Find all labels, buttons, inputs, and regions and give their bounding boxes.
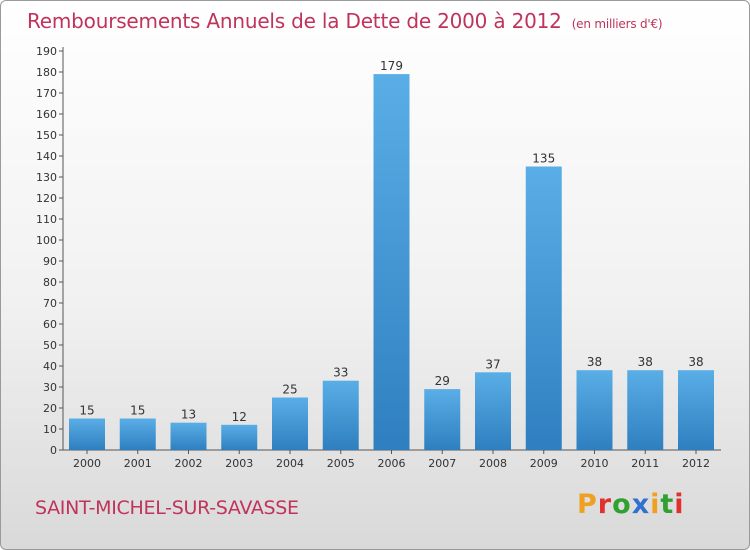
y-tick-label: 140	[36, 150, 57, 163]
logo-letter: r	[597, 489, 613, 520]
chart-title: Remboursements Annuels de la Dette de 20…	[27, 9, 663, 33]
x-tick-label: 2000	[73, 457, 101, 470]
y-tick-label: 190	[36, 45, 57, 58]
x-tick-label: 2007	[428, 457, 456, 470]
town-name: SAINT-MICHEL-SUR-SAVASSE	[35, 497, 299, 519]
bar	[576, 370, 613, 450]
chart-title-text: Remboursements Annuels de la Dette de 20…	[27, 9, 562, 33]
bar	[424, 389, 461, 450]
bar	[272, 397, 308, 450]
logo-letter: x	[631, 489, 651, 520]
bar-value-label: 12	[232, 410, 247, 424]
bar	[170, 422, 207, 450]
y-tick-label: 80	[43, 276, 57, 289]
y-tick-label: 150	[36, 129, 57, 142]
y-tick-label: 100	[36, 234, 57, 247]
bar-value-label: 15	[79, 404, 94, 418]
y-tick-label: 120	[36, 192, 57, 205]
x-tick-label: 2006	[378, 457, 406, 470]
x-tick-label: 2009	[530, 457, 558, 470]
bar-value-label: 29	[435, 374, 450, 388]
y-tick-label: 110	[36, 213, 57, 226]
x-tick-label: 2012	[682, 457, 710, 470]
bar-value-label: 13	[181, 408, 196, 422]
bar	[678, 370, 714, 450]
bar-value-label: 38	[587, 355, 602, 369]
logo-letter: P	[577, 489, 598, 520]
y-tick-label: 10	[43, 423, 57, 436]
logo-letter: t	[660, 489, 675, 520]
y-tick-label: 20	[43, 402, 57, 415]
bar	[627, 370, 664, 450]
x-tick-label: 2002	[175, 457, 203, 470]
x-tick-label: 2004	[276, 457, 304, 470]
y-tick-label: 60	[43, 318, 57, 331]
bar	[525, 166, 562, 450]
bar	[119, 418, 156, 450]
y-tick-label: 170	[36, 87, 57, 100]
bar	[322, 380, 359, 450]
bar-value-label: 38	[688, 355, 703, 369]
x-tick-label: 2005	[327, 457, 355, 470]
y-tick-label: 30	[43, 381, 57, 394]
y-tick-label: 130	[36, 171, 57, 184]
bar-value-label: 135	[532, 152, 555, 166]
y-tick-label: 160	[36, 108, 57, 121]
proxiti-logo: Proxiti	[577, 489, 685, 520]
bar-value-label: 179	[380, 59, 403, 73]
bar	[69, 418, 105, 450]
y-tick-label: 50	[43, 339, 57, 352]
y-tick-label: 90	[43, 255, 57, 268]
bar	[475, 372, 511, 450]
x-tick-label: 2010	[581, 457, 609, 470]
logo-letter: i	[650, 489, 661, 520]
bar	[373, 74, 410, 450]
y-tick-label: 40	[43, 360, 57, 373]
bar-value-label: 33	[333, 366, 348, 380]
x-tick-label: 2011	[631, 457, 659, 470]
logo-letter: o	[612, 489, 632, 520]
logo-letter: i	[674, 489, 685, 520]
x-tick-label: 2001	[124, 457, 152, 470]
bar-value-label: 38	[638, 355, 653, 369]
bar-value-label: 25	[282, 383, 297, 397]
x-tick-label: 2008	[479, 457, 507, 470]
chart-unit: (en milliers d'€)	[571, 17, 663, 31]
bar-value-label: 37	[485, 357, 500, 371]
y-tick-label: 0	[50, 444, 57, 457]
bar-value-label: 15	[130, 404, 145, 418]
x-tick-label: 2003	[225, 457, 253, 470]
bar	[221, 424, 258, 450]
y-tick-label: 180	[36, 66, 57, 79]
y-tick-label: 70	[43, 297, 57, 310]
